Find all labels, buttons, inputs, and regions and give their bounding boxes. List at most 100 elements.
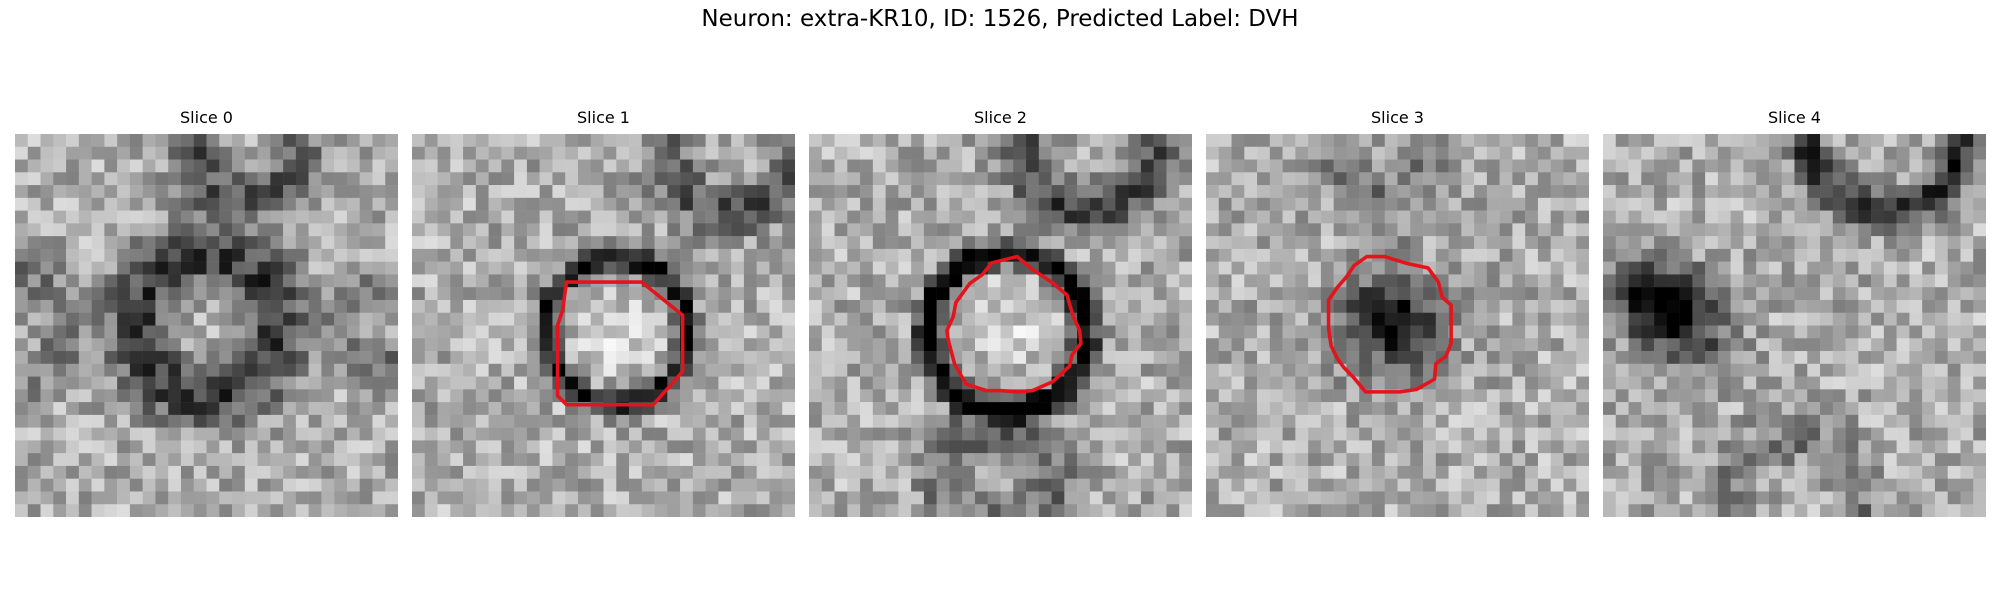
- image-pixel: [1781, 312, 1795, 326]
- image-pixel: [232, 389, 246, 403]
- image-pixel: [1781, 402, 1795, 416]
- image-pixel: [987, 210, 1001, 224]
- image-pixel: [1295, 312, 1309, 326]
- image-pixel: [590, 185, 604, 199]
- image-pixel: [1603, 440, 1617, 454]
- image-pixel: [1679, 134, 1693, 148]
- image-pixel: [1013, 325, 1027, 339]
- image-pixel: [372, 351, 386, 365]
- image-pixel: [1206, 376, 1220, 390]
- image-pixel: [463, 402, 477, 416]
- image-pixel: [463, 389, 477, 403]
- image-pixel: [1115, 351, 1129, 365]
- image-pixel: [987, 453, 1001, 467]
- image-pixel: [539, 197, 553, 211]
- image-pixel: [1308, 491, 1322, 505]
- image-pixel: [1244, 453, 1258, 467]
- image-pixel: [1410, 453, 1424, 467]
- image-pixel: [756, 440, 770, 454]
- image-pixel: [1359, 402, 1373, 416]
- image-pixel: [1333, 223, 1347, 237]
- image-pixel: [1269, 338, 1283, 352]
- image-pixel: [206, 325, 220, 339]
- image-pixel: [731, 197, 745, 211]
- image-pixel: [1947, 146, 1961, 160]
- image-pixel: [1269, 414, 1283, 428]
- image-pixel: [1435, 312, 1449, 326]
- image-pixel: [1153, 299, 1167, 313]
- image-pixel: [206, 223, 220, 237]
- image-pixel: [40, 312, 54, 326]
- image-pixel: [974, 427, 988, 441]
- image-pixel: [219, 223, 233, 237]
- image-pixel: [1474, 440, 1488, 454]
- image-pixel: [718, 299, 732, 313]
- image-pixel: [219, 465, 233, 479]
- image-pixel: [1308, 338, 1322, 352]
- image-pixel: [1448, 491, 1462, 505]
- image-pixel: [1308, 185, 1322, 199]
- image-pixel: [1333, 248, 1347, 262]
- image-pixel: [782, 287, 795, 301]
- image-pixel: [1064, 134, 1078, 148]
- image-pixel: [590, 261, 604, 275]
- image-pixel: [155, 236, 169, 250]
- image-pixel: [782, 478, 795, 492]
- image-pixel: [321, 134, 335, 148]
- image-pixel: [1026, 338, 1040, 352]
- image-pixel: [104, 134, 118, 148]
- slice-image-0: [15, 134, 398, 517]
- image-pixel: [756, 197, 770, 211]
- image-pixel: [53, 185, 67, 199]
- image-pixel: [270, 414, 284, 428]
- image-pixel: [1679, 402, 1693, 416]
- image-pixel: [860, 338, 874, 352]
- image-pixel: [526, 236, 540, 250]
- image-pixel: [1832, 312, 1846, 326]
- image-pixel: [1282, 223, 1296, 237]
- image-pixel: [1013, 427, 1027, 441]
- image-pixel: [809, 172, 823, 186]
- image-pixel: [1218, 197, 1232, 211]
- image-pixel: [1089, 402, 1103, 416]
- image-pixel: [705, 236, 719, 250]
- image-pixel: [1960, 465, 1974, 479]
- image-pixel: [1000, 351, 1014, 365]
- image-pixel: [616, 312, 630, 326]
- image-pixel: [308, 274, 322, 288]
- image-pixel: [1231, 491, 1245, 505]
- image-pixel: [437, 491, 451, 505]
- image-pixel: [782, 440, 795, 454]
- image-pixel: [424, 491, 438, 505]
- image-pixel: [1423, 134, 1437, 148]
- image-pixel: [359, 261, 373, 275]
- image-pixel: [1282, 491, 1296, 505]
- image-pixel: [603, 491, 617, 505]
- image-pixel: [590, 414, 604, 428]
- image-pixel: [1257, 261, 1271, 275]
- image-pixel: [1206, 223, 1220, 237]
- image-pixel: [1115, 504, 1129, 517]
- image-pixel: [898, 504, 912, 517]
- image-pixel: [1102, 376, 1116, 390]
- image-pixel: [756, 478, 770, 492]
- image-pixel: [463, 146, 477, 160]
- image-pixel: [1820, 453, 1834, 467]
- image-pixel: [1269, 465, 1283, 479]
- image-pixel: [1359, 299, 1373, 313]
- image-pixel: [1845, 312, 1859, 326]
- image-pixel: [193, 363, 207, 377]
- image-pixel: [219, 146, 233, 160]
- image-pixel: [872, 363, 886, 377]
- image-pixel: [565, 376, 579, 390]
- image-pixel: [40, 261, 54, 275]
- image-pixel: [180, 210, 194, 224]
- image-pixel: [654, 274, 668, 288]
- image-pixel: [412, 440, 426, 454]
- image-pixel: [372, 478, 386, 492]
- image-pixel: [180, 172, 194, 186]
- image-pixel: [1295, 159, 1309, 173]
- image-pixel: [1333, 440, 1347, 454]
- image-pixel: [117, 185, 131, 199]
- image-pixel: [539, 146, 553, 160]
